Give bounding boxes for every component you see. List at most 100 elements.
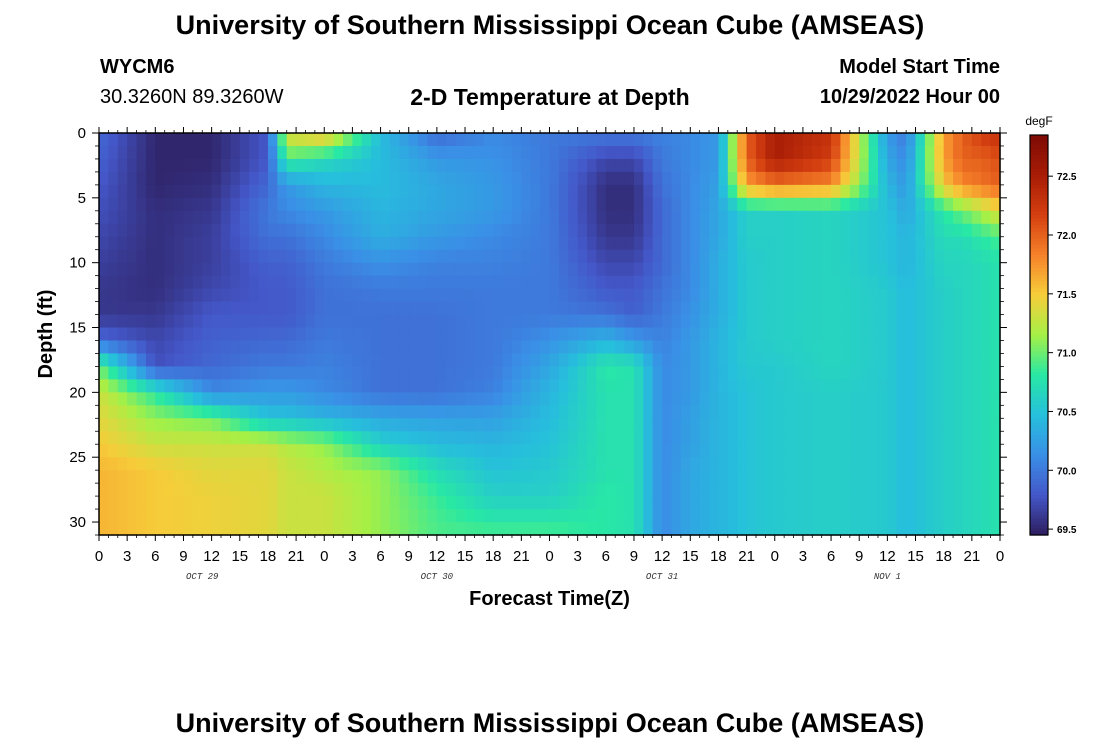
heatmap-cell <box>727 145 738 160</box>
heatmap-cell <box>831 288 842 303</box>
heatmap-cell <box>624 470 635 484</box>
heatmap-cell <box>605 522 616 536</box>
heatmap-cell <box>953 340 964 355</box>
colorbar-band <box>1030 151 1048 156</box>
heatmap-cell <box>821 223 832 238</box>
heatmap-cell <box>755 301 766 316</box>
heatmap-cell <box>511 509 522 523</box>
heatmap-cell <box>615 431 626 445</box>
heatmap-cell <box>812 431 823 445</box>
heatmap-cell <box>183 509 194 523</box>
heatmap-cell <box>896 366 907 380</box>
heatmap-cell <box>840 301 851 316</box>
heatmap-cell <box>174 184 185 199</box>
heatmap-cell <box>183 431 194 445</box>
heatmap-cell <box>221 483 231 497</box>
heatmap-cell <box>324 236 335 251</box>
heatmap-cell <box>662 431 673 445</box>
heatmap-cell <box>352 379 363 393</box>
heatmap-cell <box>577 496 588 510</box>
heatmap-cell <box>202 249 213 264</box>
heatmap-cell <box>192 483 203 497</box>
heatmap-cell <box>765 483 776 497</box>
heatmap-cell <box>521 509 532 523</box>
heatmap-cell <box>436 145 447 160</box>
heatmap-cell <box>962 158 973 173</box>
heatmap-cell <box>136 496 147 510</box>
heatmap-cell <box>455 379 466 393</box>
heatmap-cell <box>765 236 776 251</box>
heatmap-cell <box>371 314 382 329</box>
heatmap-cell <box>906 145 917 160</box>
heatmap-cell <box>680 184 691 199</box>
heatmap-cell <box>887 145 898 160</box>
heatmap-cell <box>699 288 710 303</box>
heatmap-cell <box>906 392 917 406</box>
heatmap-cell <box>521 340 532 355</box>
heatmap-cell <box>117 210 128 225</box>
heatmap-cell <box>145 133 156 147</box>
heatmap-cell <box>915 314 926 329</box>
heatmap-cell <box>521 366 532 380</box>
heatmap-cell <box>990 314 1001 329</box>
heatmap-cell <box>709 262 720 277</box>
heatmap-cell <box>136 366 147 380</box>
heatmap-cell <box>314 288 325 303</box>
heatmap-cell <box>699 483 710 497</box>
heatmap-cell <box>652 223 663 238</box>
heatmap-cell <box>924 158 935 173</box>
heatmap-cell <box>493 288 504 303</box>
heatmap-cell <box>549 470 560 484</box>
heatmap-cell <box>784 133 795 147</box>
heatmap-cell <box>436 249 447 264</box>
heatmap-cell <box>192 366 203 380</box>
heatmap-cell <box>915 184 926 199</box>
x-tick-label: 0 <box>95 548 103 565</box>
heatmap-cell <box>793 184 804 199</box>
heatmap-cell <box>906 509 917 523</box>
heatmap-cell <box>286 522 297 536</box>
heatmap-cell <box>981 392 992 406</box>
heatmap-cell <box>352 483 363 497</box>
heatmap-cell <box>408 288 419 303</box>
heatmap-cell <box>934 457 945 471</box>
heatmap-cell <box>399 262 410 277</box>
heatmap-cell <box>399 444 410 458</box>
heatmap-cell <box>915 457 926 471</box>
heatmap-cell <box>296 301 307 316</box>
heatmap-cell <box>399 418 410 432</box>
heatmap-cell <box>849 236 860 251</box>
heatmap-cell <box>671 275 682 290</box>
heatmap-cell <box>737 301 748 316</box>
heatmap-cell <box>802 171 813 186</box>
heatmap-cell <box>465 340 476 355</box>
heatmap-cell <box>793 145 804 160</box>
heatmap-cell <box>493 522 504 536</box>
heatmap-cell <box>258 288 269 303</box>
heatmap-cell <box>690 509 701 523</box>
heatmap-cell <box>277 133 288 147</box>
heatmap-cell <box>915 262 926 277</box>
heatmap-cell <box>192 262 203 277</box>
heatmap-cell <box>615 470 626 484</box>
heatmap-cell <box>737 249 748 264</box>
heatmap-cell <box>314 444 325 458</box>
heatmap-cell <box>821 353 832 368</box>
heatmap-cell <box>953 522 964 536</box>
heatmap-cell <box>267 210 278 225</box>
heatmap-cell <box>887 133 898 147</box>
colorbar-band <box>1030 185 1048 189</box>
colorbar-band <box>1030 525 1048 529</box>
heatmap-cell <box>371 223 382 238</box>
heatmap-cell <box>418 223 429 238</box>
heatmap-cell <box>436 418 447 432</box>
heatmap-cell <box>821 457 832 471</box>
heatmap-cell <box>361 158 372 173</box>
heatmap-cell <box>174 236 185 251</box>
heatmap-cell <box>558 483 569 497</box>
heatmap-cell <box>746 509 757 523</box>
heatmap-cell <box>117 197 128 212</box>
heatmap-cell <box>502 418 513 432</box>
heatmap-cell <box>418 210 429 225</box>
heatmap-cell <box>671 483 682 497</box>
